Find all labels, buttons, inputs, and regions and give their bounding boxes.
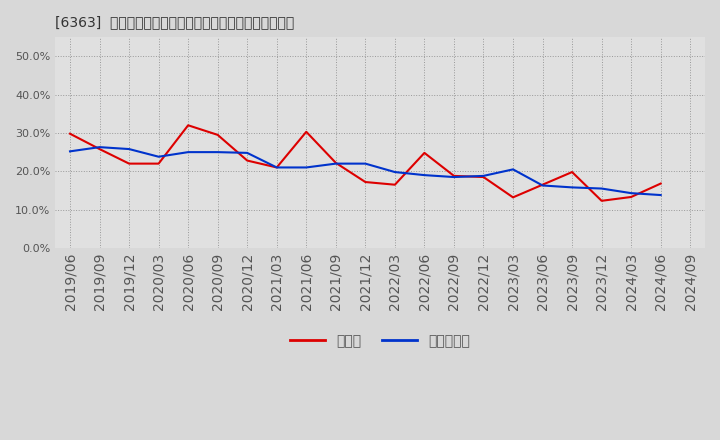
有利子負債: [539, 183, 547, 188]
有利子負債: [598, 186, 606, 191]
現領金: [627, 194, 636, 200]
有利子負債: [361, 161, 369, 166]
現領金: [509, 195, 518, 200]
有利子負債: [95, 144, 104, 150]
現領金: [125, 161, 133, 166]
現領金: [243, 158, 251, 163]
現領金: [184, 123, 192, 128]
現領金: [66, 131, 74, 136]
現領金: [272, 165, 281, 170]
現領金: [154, 161, 163, 166]
現領金: [480, 174, 488, 180]
有利子負債: [390, 169, 399, 175]
Line: 現領金: 現領金: [70, 125, 661, 201]
現領金: [302, 129, 310, 135]
現領金: [420, 150, 428, 155]
現領金: [331, 160, 340, 165]
現領金: [598, 198, 606, 203]
現領金: [568, 169, 577, 175]
Legend: 現領金, 有利子負債: 現領金, 有利子負債: [285, 329, 475, 354]
有利子負債: [331, 161, 340, 166]
現領金: [213, 132, 222, 138]
現領金: [390, 182, 399, 187]
有利子負債: [213, 150, 222, 155]
現領金: [657, 181, 665, 186]
有利子負債: [449, 174, 458, 180]
有利子負債: [568, 185, 577, 190]
有利子負債: [184, 150, 192, 155]
有利子負債: [272, 165, 281, 170]
現領金: [449, 173, 458, 179]
Line: 有利子負債: 有利子負債: [70, 147, 661, 195]
有利子負債: [480, 173, 488, 179]
現領金: [539, 182, 547, 187]
有利子負債: [154, 154, 163, 159]
Text: [6363]  現預金、有利子負債の総資産に対する比率の推移: [6363] 現預金、有利子負債の総資産に対する比率の推移: [55, 15, 294, 29]
有利子負債: [627, 191, 636, 196]
有利子負債: [657, 192, 665, 198]
有利子負債: [243, 150, 251, 155]
現領金: [361, 180, 369, 185]
現領金: [95, 147, 104, 152]
有利子負債: [509, 167, 518, 172]
有利子負債: [125, 147, 133, 152]
有利子負債: [420, 172, 428, 178]
有利子負債: [302, 165, 310, 170]
有利子負債: [66, 149, 74, 154]
